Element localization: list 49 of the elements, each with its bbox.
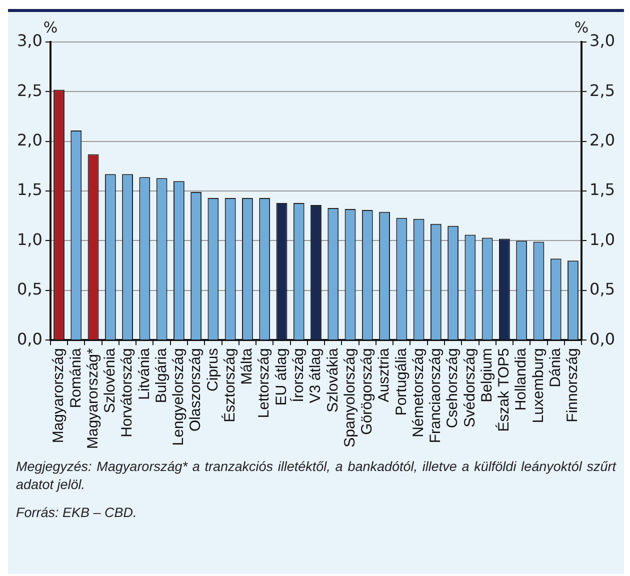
x-tick-label: Belgium bbox=[478, 348, 496, 402]
y-tick-label: 2,5 bbox=[16, 80, 42, 100]
y-tick-label: 0,0 bbox=[16, 329, 42, 348]
x-tick-label: Horvátország bbox=[118, 348, 136, 438]
x-tick-label: Olaszország bbox=[187, 348, 204, 432]
x-tick-label: Magyarország* bbox=[84, 348, 102, 450]
x-tick-label: Lettország bbox=[256, 348, 273, 418]
x-tick-label: Portugália bbox=[392, 347, 410, 416]
y2-tick-label: 1,5 bbox=[590, 180, 616, 200]
y2-tick-label: 1,0 bbox=[590, 230, 616, 249]
x-tick-label: Csehország bbox=[444, 348, 462, 428]
x-tick-label: Franciaország bbox=[427, 348, 444, 444]
y-tick-label: 1,5 bbox=[16, 180, 42, 200]
x-tick-label: Dánia bbox=[546, 347, 564, 388]
y2-axis-title: % bbox=[574, 18, 589, 36]
x-tick-label: Luxemburg bbox=[530, 348, 547, 424]
y-tick-label: 1,0 bbox=[16, 230, 42, 249]
x-tick-label: Írország bbox=[289, 348, 308, 402]
x-tick-label: Finnország bbox=[564, 348, 582, 422]
y-axis-title: % bbox=[43, 18, 58, 36]
x-tick-label: Málta bbox=[238, 347, 256, 385]
x-tick-label: Hollandia bbox=[512, 347, 530, 411]
text: Forrás: EKB – CBD. bbox=[16, 504, 138, 522]
y-tick-label: 0,5 bbox=[16, 280, 42, 299]
text: Megjegyzés: Magyarország* a tranzakciós illetéktől, a bankadótól, illetve a külföldi leányoktól szűrt adatot jelöl. bbox=[16, 458, 616, 494]
y2-tick-label: 2,5 bbox=[590, 80, 616, 100]
x-tick-label: Észak TOP5 bbox=[494, 348, 513, 432]
x-tick-label: Ciprus bbox=[204, 348, 222, 392]
x-tick-label: Észtország bbox=[220, 348, 238, 422]
y-tick-label: 3,0 bbox=[16, 31, 42, 50]
y2-tick-label: 2,0 bbox=[590, 130, 616, 150]
x-tick-label: EU átlag bbox=[272, 348, 290, 406]
y2-tick-label: 3,0 bbox=[590, 31, 616, 50]
x-tick-label: Szlovénia bbox=[102, 347, 119, 414]
x-tick-label: Ausztria bbox=[376, 347, 393, 402]
x-tick-label: Németország bbox=[410, 348, 427, 438]
x-tick-label: Svédország bbox=[461, 348, 478, 428]
x-tick-label: Spanyolország bbox=[341, 348, 358, 448]
x-tick-label: Szlovákia bbox=[324, 347, 342, 412]
x-tick-label: Románia bbox=[67, 347, 84, 408]
x-tick-label: Magyarország bbox=[50, 348, 68, 444]
x-tick-label: Bulgária bbox=[152, 347, 170, 404]
x-tick-label: Litvánia bbox=[136, 347, 153, 400]
x-tick-label: Lengyelország bbox=[170, 348, 188, 446]
y-tick-label: 2,0 bbox=[16, 130, 42, 150]
x-tick-label: V3 átlag bbox=[307, 348, 324, 404]
x-tick-label: Görögország bbox=[358, 348, 376, 435]
y2-tick-label: 0,0 bbox=[590, 329, 616, 348]
y2-tick-label: 0,5 bbox=[590, 280, 616, 299]
